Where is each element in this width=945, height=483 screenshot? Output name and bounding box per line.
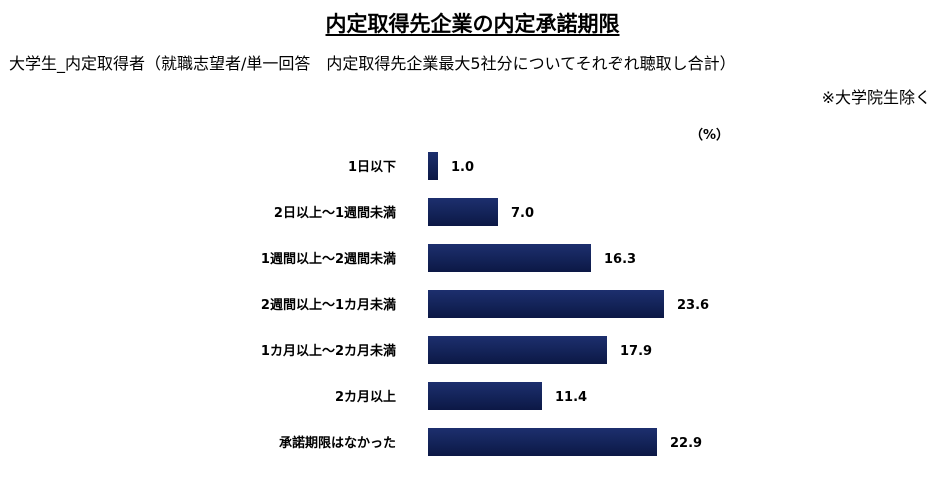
category-label: 2日以上～1週間未満 bbox=[274, 205, 396, 221]
value-label: 17.9 bbox=[620, 344, 652, 359]
bar bbox=[428, 290, 664, 318]
chart-unit-label: （%） bbox=[690, 128, 730, 143]
category-label: 2週間以上～1カ月未満 bbox=[261, 297, 396, 313]
bar bbox=[428, 428, 657, 456]
chart-subtitle: 大学生_内定取得者（就職志望者/単一回答 内定取得先企業最大5社分についてそれぞ… bbox=[9, 54, 736, 73]
bar bbox=[428, 336, 607, 364]
category-label: 1日以下 bbox=[348, 160, 396, 175]
value-label: 16.3 bbox=[604, 252, 636, 267]
bar bbox=[428, 382, 542, 410]
value-label: 22.9 bbox=[670, 436, 702, 451]
category-label: 2カ月以上 bbox=[335, 390, 396, 405]
bar bbox=[428, 198, 498, 226]
value-label: 23.6 bbox=[677, 298, 709, 313]
chart-note: ※大学院生除く bbox=[821, 88, 931, 107]
value-label: 1.0 bbox=[451, 160, 474, 175]
chart-title: 内定取得先企業の内定承諾期限 bbox=[325, 12, 620, 36]
bar bbox=[428, 244, 591, 272]
value-label: 7.0 bbox=[511, 206, 534, 221]
category-label: 1週間以上～2週間未満 bbox=[261, 251, 396, 267]
category-label: 承諾期限はなかった bbox=[279, 435, 396, 451]
value-label: 11.4 bbox=[555, 390, 587, 405]
bar bbox=[428, 152, 438, 180]
category-label: 1カ月以上～2カ月未満 bbox=[261, 343, 396, 359]
